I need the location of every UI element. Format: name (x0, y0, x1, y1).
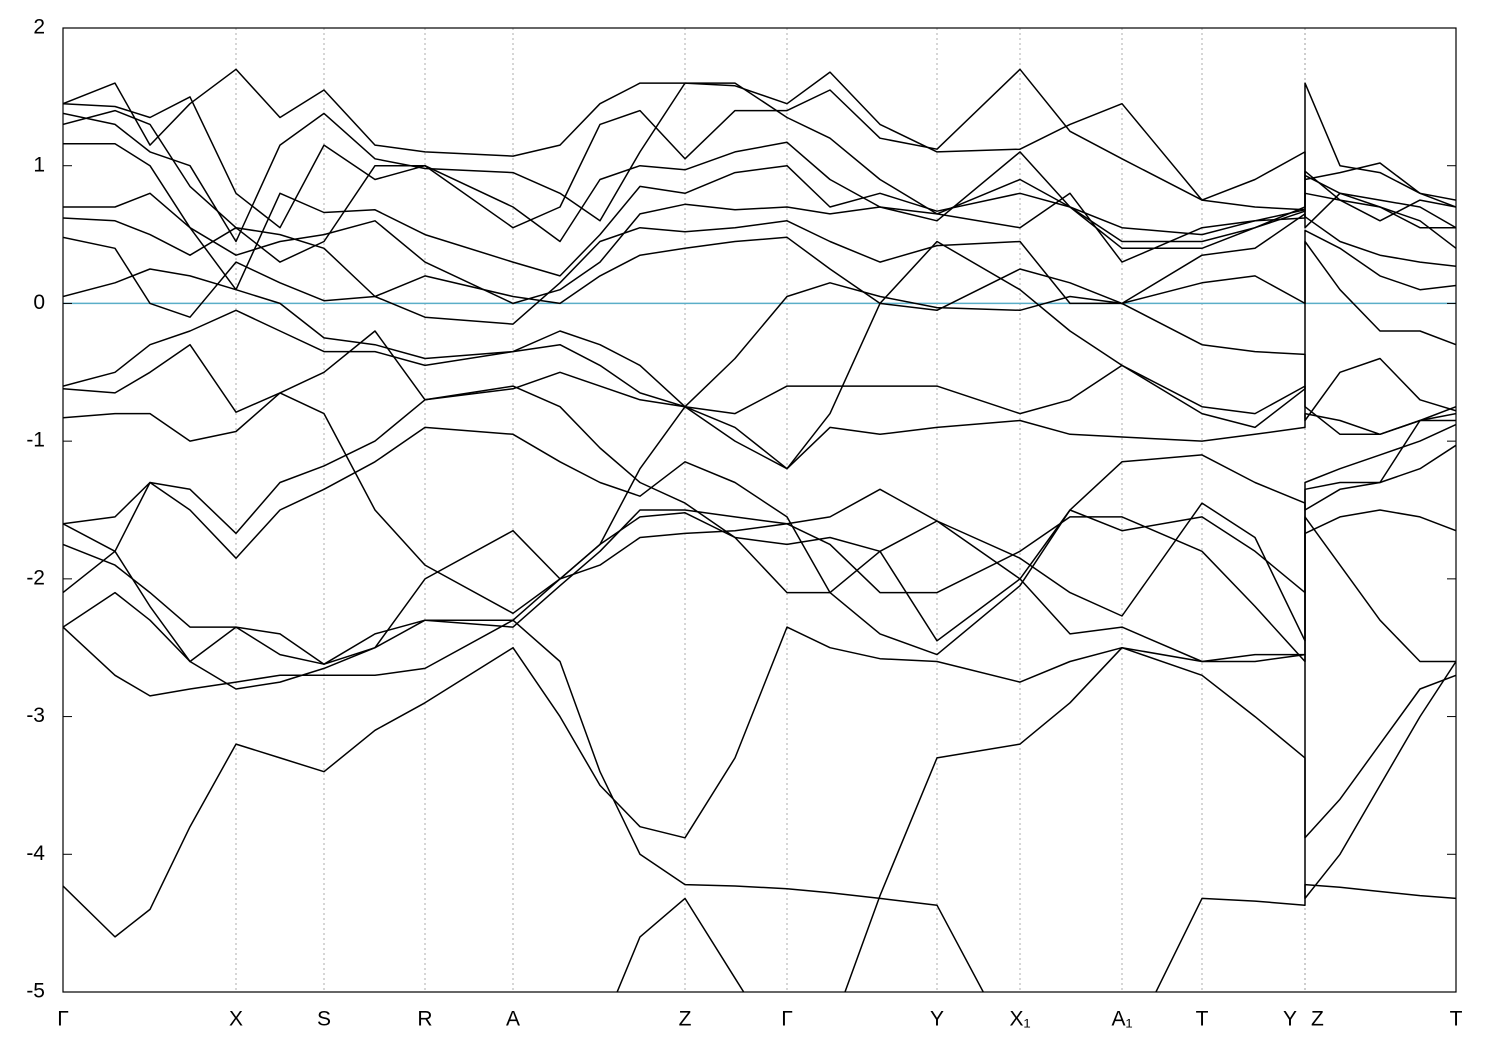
band-line (63, 229, 1456, 318)
x-tick-label: Z (1311, 1008, 1324, 1031)
grid (62, 28, 1457, 992)
band-line (63, 68, 1456, 229)
band-line (63, 619, 1456, 992)
x-tick-label: T (1450, 1008, 1463, 1031)
x-tick-label: A₁ (1111, 1008, 1132, 1031)
plot-frame (62, 27, 1457, 993)
band-line (63, 68, 1456, 229)
x-tick-label: Y (930, 1008, 944, 1031)
band-line (616, 646, 1456, 992)
x-tick-label: R (417, 1008, 432, 1031)
x-tick-label: S (317, 1008, 331, 1031)
band-line (63, 444, 1456, 665)
x-tick-label: X (229, 1008, 243, 1031)
y-tick-label: -4 (26, 842, 45, 865)
x-tick-label: A (506, 1008, 520, 1031)
y-tick-label: -5 (26, 980, 45, 1003)
y-tick-label: 0 (33, 291, 45, 314)
y-tick-label: -1 (26, 429, 45, 452)
y-tick-label: -2 (26, 566, 45, 589)
x-tick-label: Y (1283, 1008, 1297, 1031)
y-tick-label: 1 (33, 153, 45, 176)
band-line (63, 240, 1456, 470)
x-tick-label: Γ (57, 1008, 69, 1031)
x-tick-label: T (1196, 1008, 1209, 1031)
y-tick-label: 2 (33, 16, 45, 39)
x-tick-label: Z (679, 1008, 692, 1031)
bands (63, 68, 1456, 992)
band-line (63, 82, 1456, 243)
band-line (63, 392, 1456, 615)
x-tick-label: X₁ (1009, 1008, 1030, 1031)
band-line (63, 330, 1456, 436)
band-line (63, 626, 1456, 938)
band-line (63, 423, 1456, 656)
x-tick-label: Γ (781, 1008, 793, 1031)
band-line (63, 385, 1456, 642)
y-tick-label: -3 (26, 704, 45, 727)
band-line (63, 142, 1456, 291)
